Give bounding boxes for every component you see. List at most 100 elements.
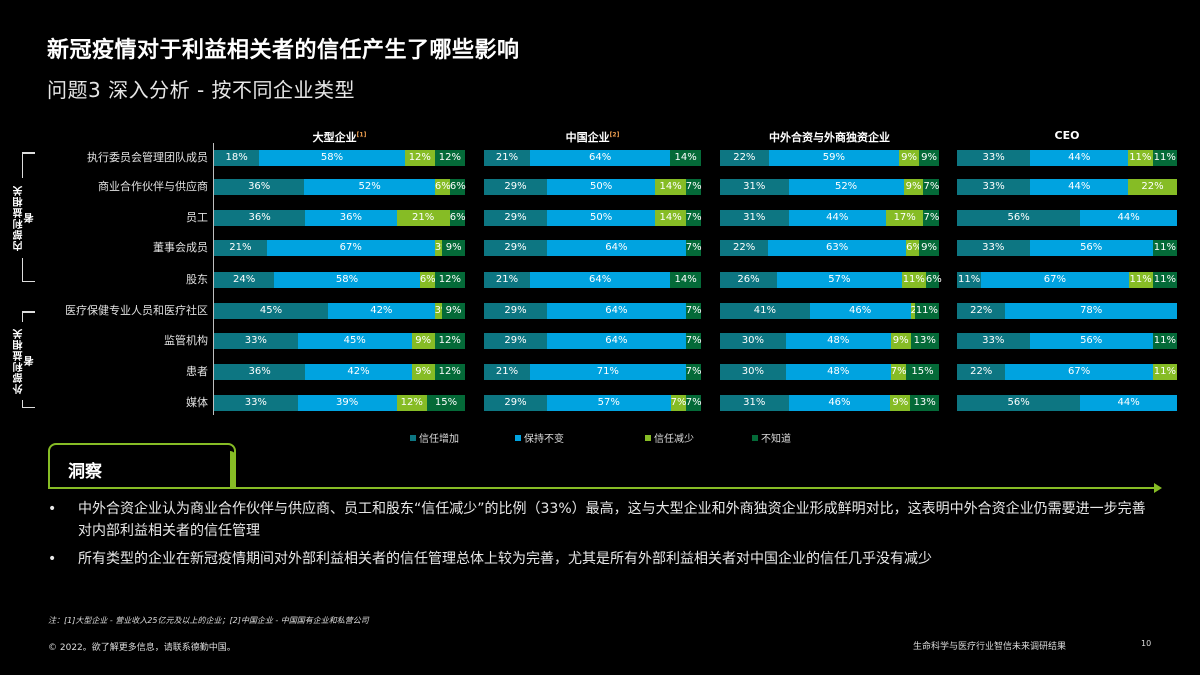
stacked-bar: 22% 59% 9% 9% [720, 150, 939, 166]
stacked-bar: 21%67%3%9% [214, 240, 465, 256]
stacked-bar: 21% 64% 14% [484, 150, 701, 166]
segment-decrease: 12% [396, 395, 427, 411]
segment-unchanged: 59% [768, 150, 900, 166]
stacked-bar: 11% 67% 11% 11% [957, 272, 1177, 288]
segment-increase: 29% [484, 179, 547, 195]
segment-increase: 22% [957, 303, 1006, 319]
segment-increase: 22% [957, 364, 1006, 380]
legend-swatch-icon [645, 434, 651, 441]
segment-unchanged: 42% [328, 303, 435, 319]
stacked-bar: 29% 64% 7% [484, 240, 702, 256]
segment-decrease: 22% [1128, 179, 1177, 195]
stacked-bar: 29% 50% 14% 7% [484, 210, 702, 226]
segment-increase: 24% [214, 272, 275, 288]
segment-increase: 56% [957, 395, 1081, 411]
segment-increase: 33% [957, 333, 1030, 349]
row-label: 股东 [186, 273, 208, 286]
segment-unchanged: 63% [768, 240, 907, 256]
segment-increase: 33% [957, 150, 1031, 166]
segment-decrease: 12% [404, 150, 435, 166]
segment-increase: 29% [484, 210, 547, 226]
segment-unknown: 12% [434, 364, 465, 380]
segment-unknown: 15% [426, 395, 465, 411]
segment-unchanged: 64% [530, 272, 671, 288]
legend-item-increase: 信任增加 [410, 430, 459, 445]
segment-unchanged: 48% [785, 333, 891, 349]
segment-unknown: 15% [906, 364, 939, 380]
segment-unchanged: 56% [1029, 240, 1153, 256]
segment-increase: 21% [484, 272, 531, 288]
segment-unchanged: 67% [981, 272, 1129, 288]
segment-unchanged: 36% [305, 210, 397, 226]
stacked-bar: 21% 64% 14% [484, 272, 701, 288]
segment-increase: 36% [214, 210, 306, 226]
segment-unknown: 11% [914, 303, 939, 319]
segment-unknown: 6% [449, 179, 466, 195]
bullet-icon: • [48, 501, 57, 517]
segment-unchanged: 58% [259, 150, 405, 166]
segment-decrease: 14% [655, 179, 686, 195]
panel-title-text: 中外合资与外商独资企业 [769, 131, 890, 144]
segment-unchanged: 48% [785, 364, 891, 380]
insight-title: 洞察 [68, 462, 102, 482]
group-label-internal: 内部利益相关者 [14, 178, 40, 258]
segment-unknown: 6% [449, 210, 466, 226]
segment-unknown: 9% [919, 240, 939, 256]
segment-decrease: 6% [419, 272, 436, 288]
stacked-bar: 18% 58% 12% 12% [214, 150, 465, 166]
stacked-bar: 31% 44% 17% 7% [720, 210, 939, 226]
row-label: 媒体 [186, 396, 208, 409]
panel-footnote-ref: [1] [356, 131, 367, 139]
stacked-bar: 30% 48% 9% 13% [720, 333, 939, 349]
stacked-bar: 33% 56% 11% [957, 333, 1177, 349]
stacked-bar: 31% 52% 9% 7% [720, 179, 939, 195]
segment-increase: 11% [957, 272, 982, 288]
segment-unchanged: 64% [546, 333, 686, 349]
segment-unchanged: 57% [776, 272, 902, 288]
segment-increase: 31% [720, 395, 789, 411]
segment-decrease: 7% [890, 364, 907, 380]
stacked-bar: 29% 64% 7% [484, 303, 702, 319]
stacked-bar: 24% 58% 6% 12% [214, 272, 465, 288]
segment-increase: 21% [484, 364, 531, 380]
report-title: 生命科学与医疗行业智信未来调研结果 [913, 642, 1067, 652]
segment-decrease: 14% [655, 210, 686, 226]
segment-unchanged: 78% [1005, 303, 1177, 319]
segment-increase: 33% [214, 395, 298, 411]
segment-unchanged: 67% [266, 240, 435, 256]
segment-unchanged: 52% [304, 179, 435, 195]
segment-unchanged: 39% [297, 395, 397, 411]
segment-increase: 29% [484, 333, 547, 349]
legend-label: 信任增加 [419, 434, 459, 445]
segment-unknown: 7% [923, 210, 939, 226]
segment-unknown: 7% [685, 240, 702, 256]
axis-line [213, 143, 214, 415]
segment-unknown: 7% [685, 179, 702, 195]
segment-unknown: 7% [685, 210, 702, 226]
panel-title: 中外合资与外商独资企业 [720, 129, 939, 145]
segment-increase: 33% [957, 179, 1031, 195]
segment-increase: 36% [214, 364, 306, 380]
stacked-bar: 33% 45% 9% 12% [214, 333, 465, 349]
segment-increase: 30% [720, 333, 786, 349]
panel-title-text: 大型企业 [312, 131, 357, 144]
copyright: © 2022。欲了解更多信息，请联系德勤中国。 [48, 643, 236, 653]
insight-tab [48, 443, 236, 489]
segment-unchanged: 44% [1080, 395, 1177, 411]
stacked-bar: 45%42%3%9% [214, 303, 465, 319]
segment-increase: 21% [484, 150, 531, 166]
segment-unchanged: 50% [546, 179, 656, 195]
segment-unchanged: 46% [788, 395, 891, 411]
stacked-bar: 36% 36% 21% 6% [214, 210, 466, 226]
arrow-right-icon [1154, 483, 1162, 493]
segment-unchanged: 64% [546, 303, 686, 319]
stacked-bar: 33% 44% 11% 11% [957, 150, 1177, 166]
segment-decrease: 11% [1152, 364, 1177, 380]
stacked-bar: 22% 67% 11% [957, 364, 1177, 380]
segment-decrease: 9% [411, 364, 435, 380]
segment-unchanged: 50% [546, 210, 656, 226]
segment-increase: 30% [720, 364, 786, 380]
row-label: 医疗保健专业人员和医疗社区 [65, 304, 208, 317]
stacked-bar: 33% 56% 11% [957, 240, 1177, 256]
row-label: 监管机构 [164, 334, 208, 347]
